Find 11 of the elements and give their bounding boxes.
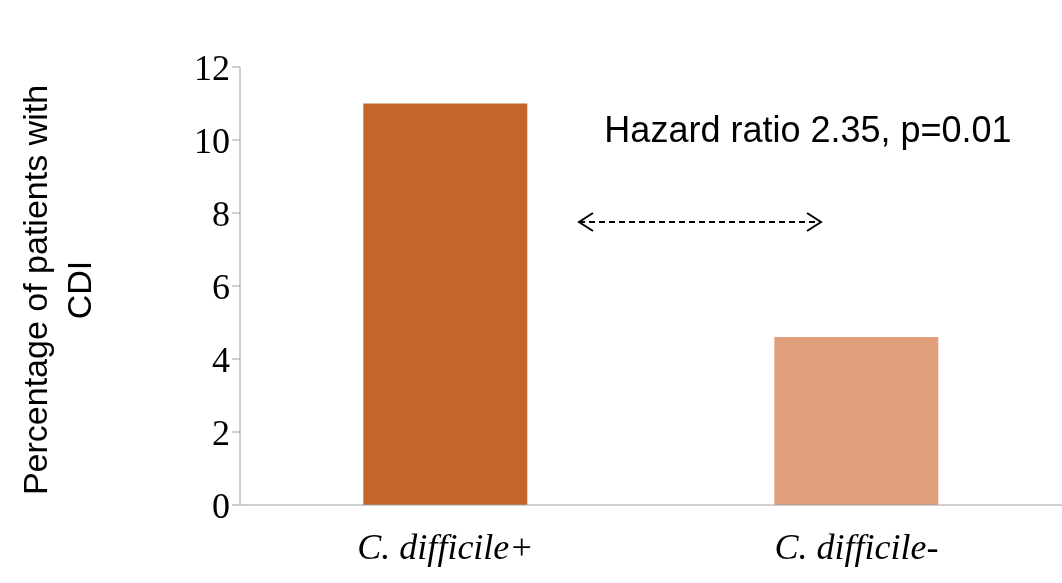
y-tick-label: 0 [212,485,230,526]
y-tick-label: 6 [212,266,230,307]
annotation: Hazard ratio 2.35, p=0.01 [603,108,1013,152]
x-tick-label: C. difficile- [774,526,939,567]
y-tick-label: 12 [194,47,230,88]
y-tick-label: 8 [212,193,230,234]
x-tick-label: C. difficile+ [357,526,534,567]
y-tick-label: 2 [212,412,230,453]
y-tick-label: 10 [194,120,230,161]
y-tick-label: 4 [212,339,230,380]
y-axis-title: Percentage of patients with CDI [15,83,99,498]
